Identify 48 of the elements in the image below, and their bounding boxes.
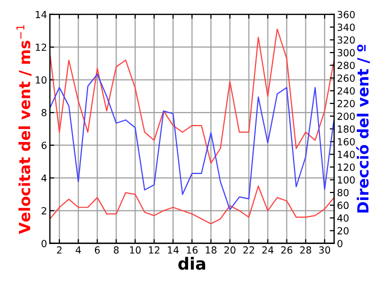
y-tick-label: 0 [42, 240, 46, 248]
x-tick-label: 18 [206, 246, 216, 254]
y2-tick-label: 20 [338, 227, 349, 234]
line-series [50, 74, 334, 210]
y2-tick-label: 40 [337, 214, 349, 222]
x-tick-label: 2 [57, 246, 62, 254]
x-tick-label: 12 [148, 246, 160, 254]
x-tick-label: 20 [224, 246, 236, 254]
x-tick-label: 24 [262, 246, 274, 254]
line-series [50, 186, 334, 224]
y-tick-label: 6 [42, 142, 47, 150]
y2-tick-label: 180 [338, 125, 355, 133]
y2-tick-label: 220 [338, 100, 355, 108]
y-tick-label: 12 [36, 44, 46, 51]
line-series [50, 28, 334, 164]
x-tick-label: 14 [168, 246, 179, 254]
y2-tick-label: 160 [338, 138, 355, 146]
x-tick-label: 26 [281, 246, 292, 254]
y-tick-label: 8 [42, 109, 46, 116]
y2-tick-label: 240 [338, 87, 355, 95]
y2-tick-label: 60 [338, 202, 349, 210]
x-tick-label: 16 [186, 246, 198, 254]
x-axis-title: dia [178, 256, 206, 270]
y2-tick-label: 120 [338, 164, 355, 171]
y2-tick-label: 360 [338, 10, 355, 18]
y-axis-title: Velocitat del vent / ms$^{−1}$ [16, 25, 32, 234]
x-tick-label: 4 [76, 246, 81, 254]
y-tick-label: 2 [42, 207, 46, 214]
x-tick-label: 22 [243, 246, 254, 254]
y-tick-label: 14 [36, 11, 47, 18]
y2-tick-label: 340 [338, 24, 355, 31]
y2-tick-label: 320 [338, 36, 355, 44]
y2-tick-label: 0 [338, 240, 342, 248]
y2-tick-label: 300 [338, 49, 355, 56]
x-tick-label: 8 [114, 246, 119, 254]
x-tick-label: 6 [94, 246, 100, 254]
y2-tick-label: 260 [338, 74, 355, 82]
y2-tick-label: 140 [338, 150, 355, 158]
y-tick-label: 10 [36, 76, 46, 84]
x-tick-label: 30 [319, 246, 330, 254]
x-tick-label: 28 [300, 246, 312, 254]
x-tick-label: 10 [130, 246, 141, 254]
y2-tick-label: 200 [338, 112, 355, 120]
y2-tick-label: 280 [338, 62, 355, 70]
y-tick-label: 4 [41, 174, 47, 182]
y2-tick-label: 80 [338, 188, 349, 196]
y2-axis-title: Direcció del vent / º [356, 44, 370, 213]
y2-tick-label: 100 [338, 176, 355, 184]
